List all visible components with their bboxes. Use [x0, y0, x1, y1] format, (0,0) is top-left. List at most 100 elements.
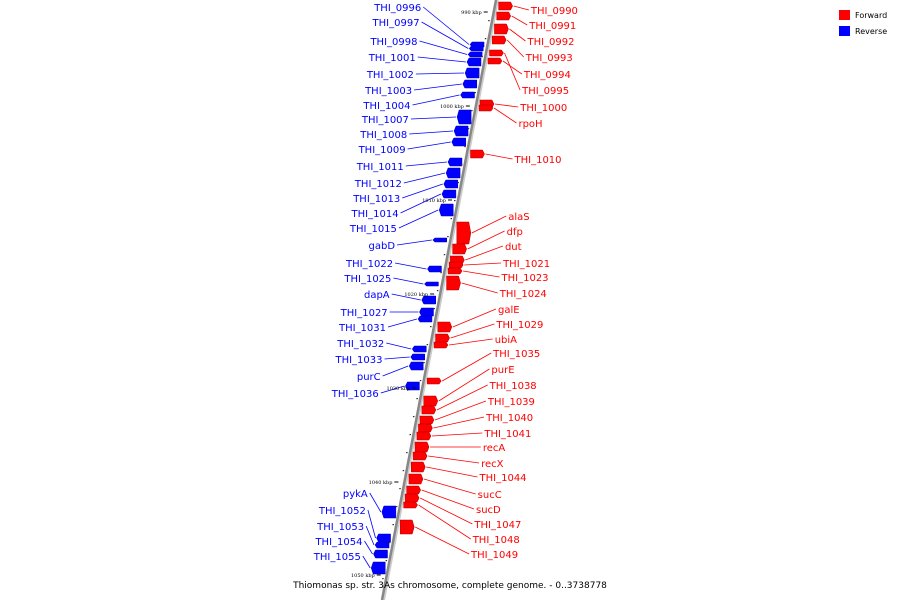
reverse-gene-label[interactable]: THI_1004	[362, 101, 410, 112]
forward-gene-label[interactable]: THI_1023	[501, 273, 549, 284]
reverse-gene-label[interactable]: THI_0996	[373, 3, 421, 14]
reverse-leader-line	[409, 130, 454, 135]
axis-dot	[484, 38, 487, 40]
forward-gene-label[interactable]: THI_1040	[485, 413, 533, 424]
forward-gene-label[interactable]: sucD	[476, 505, 501, 516]
reverse-gene-block	[456, 109, 472, 125]
forward-leader-line	[511, 15, 528, 26]
forward-gene-block	[498, 1, 513, 11]
forward-gene-label[interactable]: THI_0992	[526, 37, 574, 48]
reverse-gene-label[interactable]: THI_1032	[336, 339, 384, 350]
forward-leader-line	[493, 107, 517, 124]
axis-dot	[395, 506, 398, 508]
reverse-gene-label[interactable]: gabD	[369, 241, 396, 252]
forward-gene-label[interactable]: THI_1039	[487, 397, 535, 408]
forward-gene-label[interactable]: galE	[498, 305, 520, 316]
axis-dot	[399, 488, 401, 490]
forward-gene-label[interactable]: THI_1049	[470, 550, 518, 561]
forward-gene-label[interactable]: THI_1024	[499, 289, 547, 300]
reverse-gene-label[interactable]: THI_1008	[359, 130, 407, 141]
forward-gene-label[interactable]: THI_1021	[502, 259, 550, 270]
reverse-gene-label[interactable]: THI_1012	[354, 179, 402, 190]
forward-gene-label[interactable]: recA	[483, 443, 506, 454]
forward-gene-label[interactable]: THI_1035	[492, 349, 540, 360]
reverse-gene-label[interactable]: THI_0997	[372, 18, 420, 29]
forward-gene-label[interactable]: THI_1044	[479, 473, 527, 484]
reverse-leader-line	[391, 293, 421, 301]
reverse-gene-label[interactable]: THI_1036	[331, 389, 379, 400]
reverse-gene-label[interactable]: THI_1053	[316, 522, 364, 533]
axis-dot	[488, 20, 490, 22]
axis-dot	[467, 128, 470, 130]
axis-dot	[464, 146, 466, 148]
forward-gene-label[interactable]: THI_0995	[521, 86, 569, 97]
forward-leader-line	[467, 230, 505, 250]
forward-gene-block	[418, 423, 433, 433]
forward-gene-label[interactable]: dut	[505, 242, 522, 253]
reverse-leader-line	[417, 56, 467, 63]
forward-gene-label[interactable]: THI_1010	[514, 155, 562, 166]
reverse-gene-label[interactable]: THI_1025	[343, 274, 391, 285]
tick-label: 1040 kbp	[369, 480, 393, 486]
reverse-gene-label[interactable]: THI_1054	[314, 537, 362, 548]
forward-gene-label[interactable]: purE	[491, 365, 514, 376]
forward-gene-label[interactable]: THI_1048	[472, 535, 520, 546]
forward-leader-line	[461, 282, 498, 294]
axis-dot	[382, 578, 384, 580]
reverse-leader-line	[398, 209, 439, 229]
forward-gene-block	[448, 261, 464, 269]
forward-gene-label[interactable]: sucC	[478, 490, 502, 501]
forward-gene-label[interactable]: rpoH	[518, 119, 542, 130]
forward-leader-line	[421, 489, 475, 510]
reverse-gene-label[interactable]: THI_1002	[366, 70, 414, 81]
forward-leader-line	[506, 39, 525, 58]
reverse-leader-line	[386, 342, 412, 350]
reverse-gene-block	[424, 281, 439, 287]
forward-gene-label[interactable]: alaS	[508, 212, 529, 223]
reverse-gene-label[interactable]: THI_1027	[340, 308, 388, 319]
forward-gene-label[interactable]: THI_1000	[519, 103, 567, 114]
reverse-gene-label[interactable]: THI_1014	[351, 209, 399, 220]
forward-leader-line	[438, 368, 490, 402]
forward-gene-label[interactable]: THI_0990	[530, 6, 578, 17]
reverse-gene-label[interactable]: THI_1015	[349, 224, 397, 235]
reverse-gene-label[interactable]: THI_1013	[352, 194, 400, 205]
forward-gene-block	[452, 243, 467, 255]
reverse-gene-label[interactable]: THI_1011	[356, 162, 404, 173]
reverse-gene-label[interactable]: THI_1031	[338, 323, 386, 334]
reverse-gene-label[interactable]: THI_1055	[313, 552, 361, 563]
axis-dot	[409, 434, 412, 436]
reverse-gene-label[interactable]: THI_1003	[364, 86, 412, 97]
forward-gene-label[interactable]: THI_1047	[473, 520, 521, 531]
reverse-gene-label[interactable]: purC	[357, 372, 381, 383]
forward-gene-label[interactable]: THI_1041	[483, 429, 531, 440]
reverse-leader-line	[402, 183, 443, 199]
forward-gene-label[interactable]: THI_0994	[523, 70, 571, 81]
tick-label: 1010 kbp	[422, 198, 446, 204]
reverse-leader-line	[410, 116, 457, 120]
reverse-gene-label[interactable]: THI_1001	[368, 53, 416, 64]
reverse-gene-label[interactable]: THI_0998	[369, 37, 417, 48]
forward-gene-label[interactable]: recX	[481, 459, 504, 470]
reverse-gene-label[interactable]: THI_1052	[318, 506, 366, 517]
forward-gene-block	[487, 57, 503, 65]
reverse-gene-label[interactable]: dapA	[364, 290, 390, 301]
reverse-leader-line	[364, 540, 373, 555]
reverse-gene-label[interactable]: pykA	[343, 489, 368, 500]
reverse-gene-label[interactable]: THI_1033	[334, 355, 382, 366]
reverse-leader-line	[400, 193, 442, 214]
reverse-gene-label[interactable]: THI_1009	[358, 145, 406, 156]
reverse-gene-block	[419, 307, 434, 317]
forward-leader-line	[415, 526, 470, 555]
forward-leader-line	[441, 352, 492, 382]
forward-gene-label[interactable]: THI_1029	[495, 320, 543, 331]
reverse-gene-block	[410, 353, 425, 361]
forward-gene-label[interactable]: dfp	[507, 227, 523, 238]
forward-gene-label[interactable]: ubiA	[495, 335, 517, 346]
forward-leader-line	[465, 245, 504, 261]
reverse-gene-label[interactable]: THI_1007	[361, 115, 409, 126]
reverse-gene-label[interactable]: THI_1022	[345, 259, 393, 270]
forward-gene-label[interactable]: THI_0991	[528, 21, 576, 32]
forward-gene-label[interactable]: THI_1038	[489, 381, 537, 392]
forward-gene-label[interactable]: THI_0993	[525, 53, 573, 64]
